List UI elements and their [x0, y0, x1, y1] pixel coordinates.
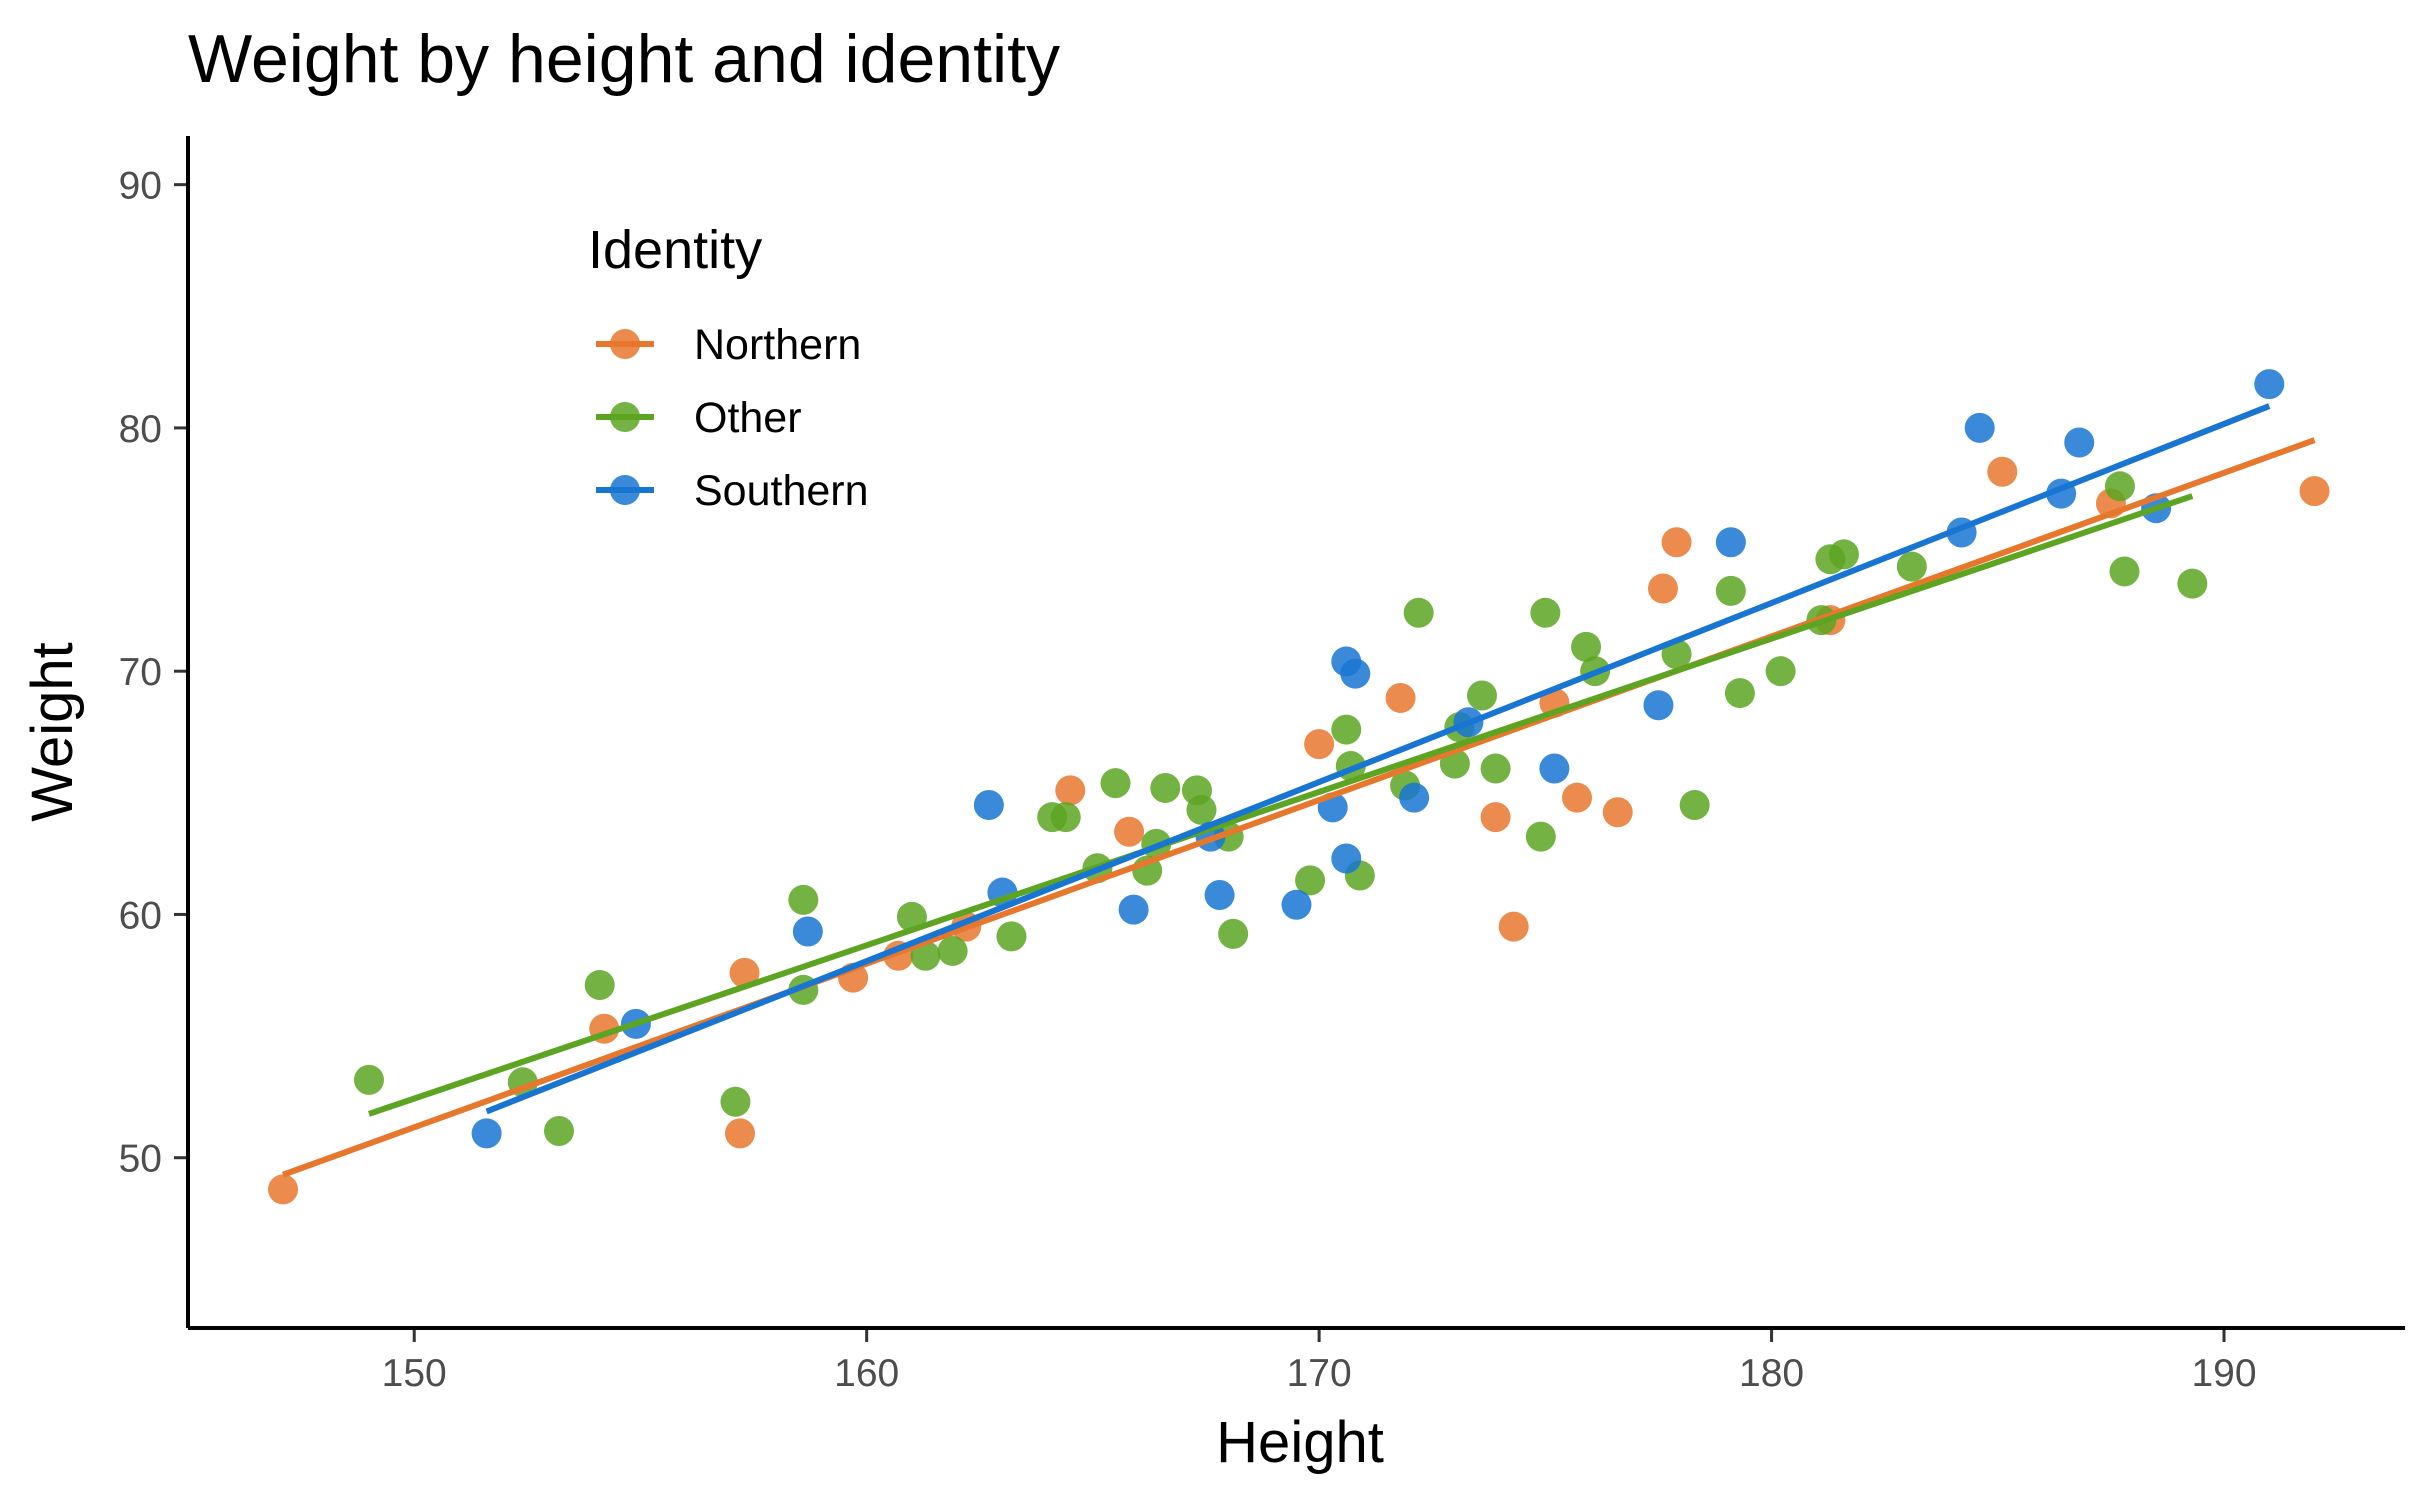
data-point-other	[1679, 789, 1710, 820]
legend-key-point-southern	[610, 475, 640, 505]
data-point-other	[1480, 753, 1511, 784]
legend-key-point-northern	[610, 329, 640, 359]
x-tick-label: 160	[834, 1352, 899, 1395]
data-point-other	[910, 940, 941, 971]
y-axis-title: Weight	[20, 642, 85, 821]
data-point-northern	[1602, 797, 1633, 828]
data-point-other	[1571, 631, 1602, 662]
data-point-other	[1186, 794, 1217, 825]
data-point-southern	[2064, 427, 2095, 458]
chart-title: Weight by height and identity	[188, 21, 1060, 97]
data-point-southern	[1204, 879, 1235, 910]
data-point-southern	[1281, 889, 1312, 920]
x-tick-label: 190	[2191, 1352, 2256, 1395]
legend-label-northern: Northern	[694, 321, 861, 369]
data-point-other	[1295, 865, 1326, 896]
data-point-southern	[2254, 369, 2285, 400]
data-point-southern	[1340, 658, 1371, 689]
data-point-other	[1765, 656, 1796, 687]
trend-line-southern	[485, 403, 2271, 1115]
data-point-southern	[973, 789, 1004, 820]
x-tick-label: 180	[1739, 1352, 1804, 1395]
data-point-other	[1331, 714, 1362, 745]
data-point-northern	[1480, 802, 1511, 833]
data-point-other	[1828, 539, 1859, 570]
data-point-northern	[2299, 476, 2330, 507]
data-point-other	[1715, 575, 1746, 606]
data-point-other	[1100, 768, 1131, 799]
data-points	[268, 369, 2330, 1205]
trend-lines	[281, 403, 2316, 1178]
data-point-other	[1896, 551, 1927, 582]
data-point-other	[584, 969, 615, 1000]
data-point-other	[2109, 556, 2140, 587]
legend-item-other: Other	[596, 394, 802, 442]
data-point-other	[788, 884, 819, 915]
data-point-other	[2104, 471, 2135, 502]
trend-line-other	[368, 493, 2194, 1117]
data-point-southern	[1399, 782, 1430, 813]
legend-item-southern: Southern	[596, 467, 869, 515]
axis-ticks: 150 160 170 180 190 50 60 70 80 90	[119, 165, 2257, 1395]
data-point-other	[353, 1064, 384, 1095]
y-tick-label: 90	[119, 165, 162, 208]
data-point-northern	[1385, 682, 1416, 713]
data-point-other	[1525, 821, 1556, 852]
legend-item-northern: Northern	[596, 321, 861, 369]
data-point-other	[720, 1086, 751, 1117]
data-point-other	[996, 921, 1027, 952]
data-point-northern	[268, 1174, 299, 1205]
data-point-northern	[729, 957, 760, 988]
data-point-northern	[1498, 911, 1529, 942]
data-point-northern	[1114, 816, 1145, 847]
data-point-southern	[792, 916, 823, 947]
data-point-other	[1218, 918, 1249, 949]
y-tick-label: 70	[119, 651, 162, 694]
legend-label-southern: Southern	[694, 467, 869, 515]
data-point-northern	[724, 1118, 755, 1149]
data-point-other	[937, 935, 968, 966]
legend-entries: Northern Other Southern	[596, 321, 869, 515]
data-point-other	[1050, 802, 1081, 833]
trend-line-northern	[281, 437, 2316, 1178]
data-point-northern	[1055, 775, 1086, 806]
legend: Identity Northern Other Southern	[588, 220, 869, 515]
data-point-northern	[1304, 729, 1335, 760]
data-point-southern	[1539, 753, 1570, 784]
x-tick-label: 170	[1287, 1352, 1352, 1395]
data-point-other	[1403, 597, 1434, 628]
x-axis-title: Height	[1216, 1410, 1384, 1475]
data-point-other	[1467, 680, 1498, 711]
data-point-southern	[471, 1118, 502, 1149]
legend-label-other: Other	[694, 394, 802, 442]
data-point-southern	[1964, 412, 1995, 443]
data-point-other	[1530, 597, 1561, 628]
data-point-other	[544, 1115, 575, 1146]
legend-title: Identity	[588, 220, 762, 280]
data-point-northern	[1647, 573, 1678, 604]
data-point-other	[1150, 772, 1181, 803]
data-point-northern	[1562, 782, 1593, 813]
data-point-northern	[1987, 456, 2018, 487]
data-point-southern	[1643, 690, 1674, 721]
data-point-southern	[1715, 527, 1746, 558]
y-tick-label: 80	[119, 408, 162, 451]
y-tick-label: 60	[119, 894, 162, 937]
data-point-other	[2177, 568, 2208, 599]
x-tick-label: 150	[382, 1352, 447, 1395]
legend-key-point-other	[610, 402, 640, 432]
data-point-southern	[1331, 843, 1362, 874]
data-point-southern	[1118, 894, 1149, 925]
y-tick-label: 50	[119, 1138, 162, 1181]
data-point-northern	[1661, 527, 1692, 558]
data-point-other	[1724, 678, 1755, 709]
